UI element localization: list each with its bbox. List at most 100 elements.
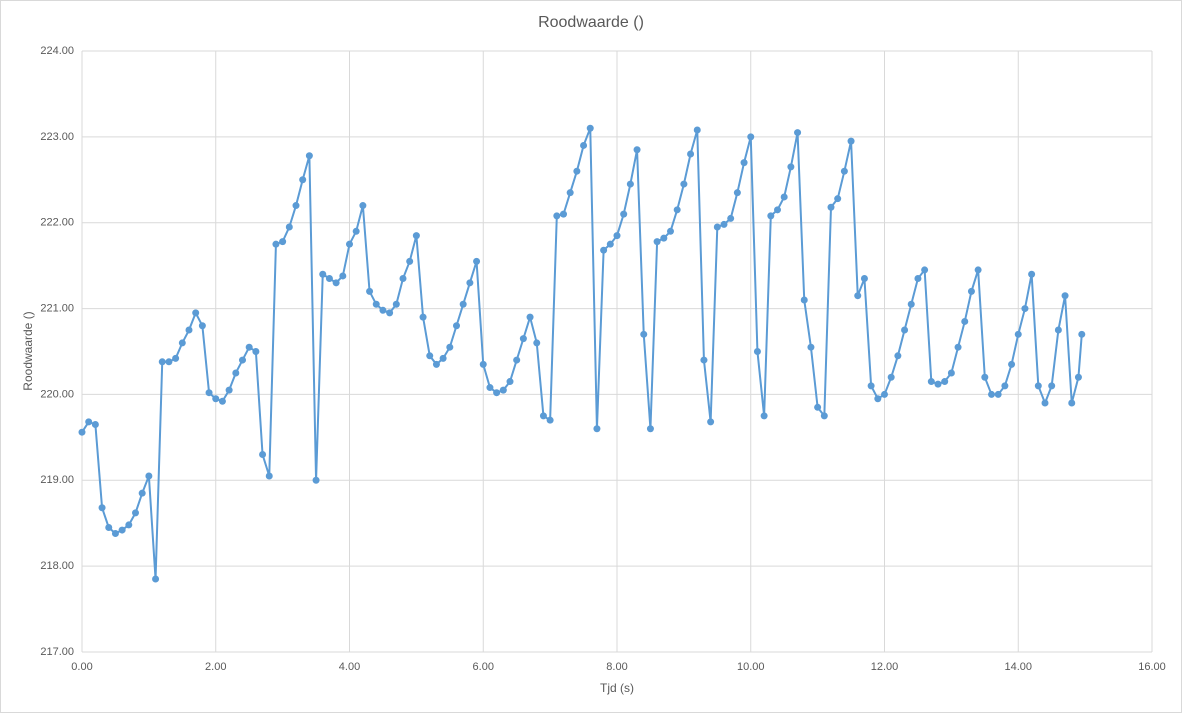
- data-point: [667, 227, 674, 235]
- data-point: [767, 212, 775, 220]
- data-point: [974, 266, 982, 274]
- data-point: [867, 382, 875, 390]
- data-point: [506, 378, 514, 386]
- data-point: [941, 378, 949, 386]
- data-point: [192, 309, 200, 317]
- data-point: [386, 309, 394, 317]
- data-point: [245, 343, 253, 351]
- data-point: [1041, 399, 1049, 407]
- data-point: [1061, 292, 1069, 300]
- data-point: [994, 390, 1002, 398]
- data-point: [553, 212, 561, 220]
- data-point: [212, 395, 220, 403]
- data-point: [439, 354, 447, 362]
- data-point: [225, 386, 233, 394]
- data-point: [412, 232, 420, 240]
- data-point: [934, 380, 942, 388]
- data-point: [921, 266, 929, 274]
- data-point: [794, 129, 802, 137]
- data-point: [707, 418, 715, 426]
- data-point: [961, 317, 969, 325]
- y-tick-label: 220.00: [40, 388, 74, 400]
- data-point: [881, 390, 888, 398]
- data-point: [379, 306, 387, 314]
- data-point: [513, 356, 521, 364]
- data-point: [1014, 330, 1022, 338]
- data-point: [874, 395, 882, 403]
- data-point: [947, 369, 955, 377]
- y-tick-label: 221.00: [40, 302, 74, 314]
- chart-title: Roodwaarde (): [538, 14, 644, 31]
- data-point: [988, 390, 995, 398]
- data-point: [680, 180, 688, 188]
- data-point: [299, 176, 307, 184]
- data-point: [626, 180, 634, 188]
- x-tick-label: 14.00: [1004, 661, 1032, 673]
- data-point: [78, 428, 86, 436]
- y-axis-title: Roodwaarde (): [21, 311, 35, 390]
- data-point: [566, 189, 574, 197]
- data-point: [586, 124, 594, 132]
- data-point: [573, 167, 581, 175]
- data-point: [887, 373, 895, 381]
- x-tick-label: 4.00: [339, 661, 360, 673]
- data-point: [239, 356, 246, 364]
- data-point: [272, 240, 280, 248]
- data-point: [1068, 399, 1076, 407]
- data-point: [827, 203, 835, 211]
- y-tick-label: 224.00: [40, 45, 74, 57]
- data-point: [546, 416, 554, 424]
- data-point: [1078, 330, 1086, 338]
- y-tick-label: 222.00: [40, 217, 74, 229]
- data-point: [807, 343, 815, 351]
- data-point: [172, 354, 180, 362]
- data-point: [760, 412, 768, 420]
- data-point: [419, 313, 427, 321]
- data-point: [98, 504, 106, 512]
- x-tick-label: 10.00: [737, 661, 765, 673]
- data-point: [653, 238, 661, 246]
- data-point: [713, 223, 721, 231]
- data-point: [954, 343, 962, 351]
- x-tick-label: 0.00: [71, 661, 92, 673]
- data-point: [901, 326, 909, 334]
- data-point: [840, 167, 848, 175]
- data-point: [981, 373, 989, 381]
- x-tick-label: 16.00: [1138, 661, 1166, 673]
- data-point: [446, 343, 454, 351]
- data-point: [687, 150, 695, 158]
- data-point: [1001, 382, 1009, 390]
- data-point: [533, 339, 541, 347]
- data-point: [847, 137, 855, 145]
- data-point: [646, 425, 654, 433]
- data-point: [780, 193, 788, 201]
- data-point: [560, 210, 567, 218]
- data-point: [91, 420, 99, 428]
- data-point: [426, 352, 434, 360]
- data-point: [259, 451, 267, 459]
- data-point: [927, 378, 935, 386]
- data-point: [747, 133, 755, 141]
- data-point: [473, 257, 481, 265]
- data-point: [606, 240, 614, 248]
- data-point: [633, 146, 641, 154]
- data-point: [693, 126, 701, 134]
- data-point: [800, 296, 808, 304]
- data-point: [774, 206, 781, 214]
- data-point: [453, 322, 460, 330]
- data-point: [967, 287, 975, 295]
- y-tick-label: 218.00: [40, 560, 74, 572]
- data-point: [1048, 382, 1056, 390]
- data-point: [185, 326, 193, 334]
- data-point: [593, 425, 601, 433]
- data-point: [1008, 360, 1016, 368]
- data-point: [854, 292, 862, 300]
- data-point: [158, 358, 166, 366]
- data-point: [125, 521, 133, 529]
- data-point: [493, 389, 501, 397]
- data-point: [834, 195, 842, 203]
- data-point: [499, 386, 507, 394]
